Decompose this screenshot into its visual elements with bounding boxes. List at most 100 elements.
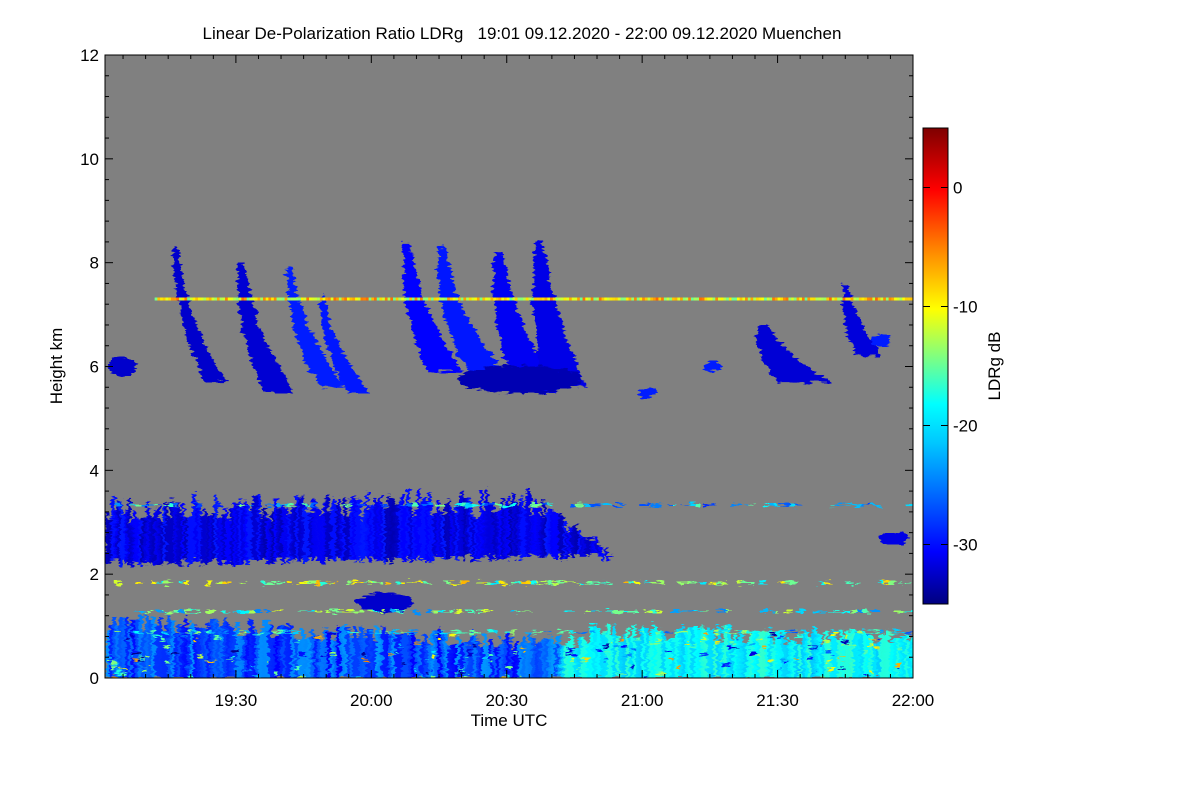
bl-column bbox=[411, 631, 415, 678]
artifact-segment bbox=[593, 297, 597, 301]
mid-cloud-column bbox=[506, 495, 510, 560]
artifact-segment bbox=[555, 297, 559, 301]
artifact-segment bbox=[544, 297, 548, 301]
bl-speckle bbox=[206, 659, 212, 662]
bl-speckle bbox=[392, 640, 398, 643]
speckle-line bbox=[357, 504, 367, 507]
mid-cloud-column bbox=[425, 500, 429, 563]
speckle-line bbox=[244, 610, 251, 613]
bl-column bbox=[648, 635, 653, 678]
bl-speckle bbox=[460, 676, 468, 678]
bl-column bbox=[908, 641, 913, 678]
bl-speckle bbox=[796, 636, 804, 639]
speckle-line bbox=[493, 631, 498, 634]
bl-speckle bbox=[505, 637, 512, 640]
bl-speckle bbox=[431, 650, 438, 653]
artifact-segment bbox=[606, 297, 610, 301]
mid-cloud-column bbox=[485, 488, 489, 555]
speckle-line bbox=[747, 504, 756, 507]
bl-speckle bbox=[909, 652, 913, 655]
artifact-segment bbox=[785, 297, 789, 301]
bl-column bbox=[577, 638, 581, 678]
artifact-segment bbox=[203, 297, 207, 301]
artifact-segment bbox=[493, 297, 497, 301]
artifact-segment bbox=[487, 297, 491, 301]
speckle-line bbox=[634, 581, 641, 584]
speckle-line bbox=[422, 504, 432, 507]
speckle-line bbox=[189, 631, 201, 634]
bl-column bbox=[434, 629, 438, 678]
bl-column bbox=[791, 640, 796, 678]
artifact-segment bbox=[669, 297, 673, 301]
bl-speckle bbox=[415, 668, 418, 671]
mid-cloud-column bbox=[341, 516, 345, 562]
speckle-line bbox=[195, 504, 204, 507]
artifact-segment bbox=[788, 297, 792, 301]
artifact-segment bbox=[858, 297, 862, 301]
speckle-line bbox=[444, 581, 451, 584]
speckle-line bbox=[606, 610, 614, 613]
bl-speckle bbox=[134, 658, 138, 661]
artifact-segment bbox=[823, 297, 827, 301]
speckle-line bbox=[411, 581, 422, 584]
artifact-segment bbox=[807, 297, 811, 301]
artifact-segment bbox=[726, 297, 730, 301]
artifact-segment bbox=[162, 297, 166, 301]
artifact-segment bbox=[693, 297, 697, 301]
bl-column bbox=[658, 628, 662, 678]
artifact-segment bbox=[382, 297, 386, 301]
speckle-line bbox=[341, 631, 351, 634]
artifact-segment bbox=[569, 297, 573, 301]
bl-column bbox=[843, 636, 848, 678]
artifact-segment bbox=[374, 297, 378, 301]
mid-cloud-column bbox=[273, 498, 277, 562]
bl-speckle bbox=[748, 633, 752, 636]
x-tick-label: 20:30 bbox=[485, 691, 528, 710]
artifact-segment bbox=[853, 297, 857, 301]
bl-speckle bbox=[145, 655, 150, 658]
bl-column bbox=[733, 634, 737, 678]
mid-cloud-column bbox=[447, 500, 451, 559]
artifact-segment bbox=[395, 297, 399, 301]
artifact-segment bbox=[509, 297, 513, 301]
bl-speckle bbox=[623, 654, 631, 657]
speckle-line bbox=[135, 504, 144, 507]
artifact-segment bbox=[346, 297, 350, 301]
mid-cloud-column bbox=[604, 545, 608, 554]
speckle-line bbox=[579, 581, 584, 584]
bl-column bbox=[853, 632, 857, 678]
mid-cloud-column bbox=[279, 507, 283, 559]
bl-column bbox=[554, 643, 558, 678]
mid-cloud-column bbox=[111, 496, 115, 560]
artifact-segment bbox=[894, 297, 898, 301]
speckle-line bbox=[655, 610, 663, 613]
bl-column bbox=[265, 621, 269, 678]
artifact-segment bbox=[363, 297, 367, 301]
mid-cloud-column bbox=[149, 516, 153, 565]
bl-speckle bbox=[729, 654, 735, 657]
artifact-segment bbox=[791, 297, 795, 301]
artifact-segment bbox=[262, 297, 266, 301]
speckle-line bbox=[487, 610, 492, 613]
bl-speckle bbox=[164, 660, 170, 663]
bl-speckle bbox=[488, 664, 496, 667]
bl-column bbox=[833, 636, 838, 678]
speckle-line bbox=[401, 581, 406, 584]
bl-column bbox=[716, 625, 721, 678]
bl-speckle bbox=[650, 644, 659, 647]
artifact-segment bbox=[406, 297, 410, 301]
speckle-line bbox=[699, 581, 707, 584]
mid-cloud-column bbox=[306, 510, 310, 562]
artifact-segment bbox=[279, 297, 283, 301]
bl-speckle bbox=[437, 638, 440, 641]
speckle-line bbox=[341, 610, 349, 613]
speckle-line bbox=[401, 631, 411, 634]
speckle-line bbox=[666, 631, 674, 634]
bl-speckle bbox=[768, 633, 776, 636]
speckle-line bbox=[872, 610, 882, 613]
bl-column bbox=[567, 639, 571, 678]
bl-column bbox=[778, 634, 783, 678]
bl-column bbox=[200, 628, 204, 678]
artifact-segment bbox=[623, 297, 627, 301]
bl-column bbox=[148, 620, 152, 678]
